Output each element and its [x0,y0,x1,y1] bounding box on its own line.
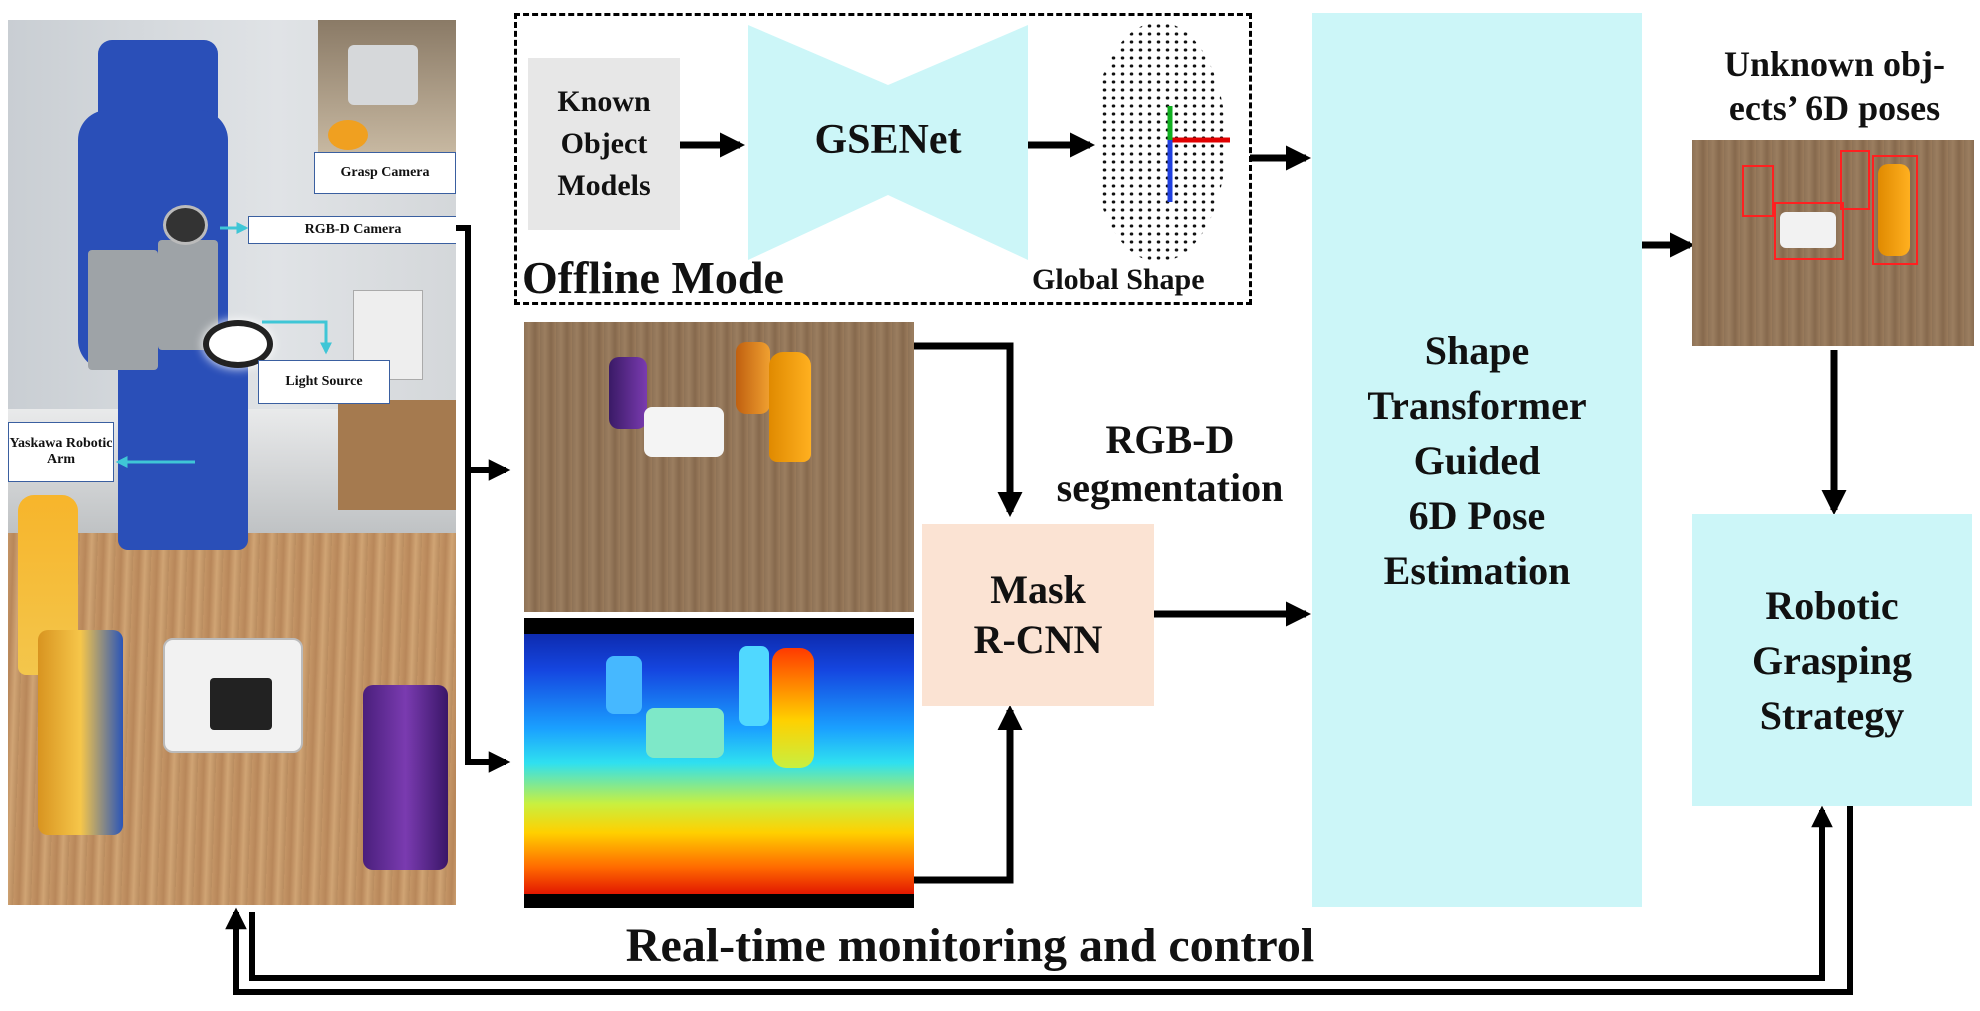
rgb-camera-object [644,407,724,457]
feedback-line-outer [225,804,1853,995]
depth-top-band [524,618,914,634]
inset-gripper [348,45,418,105]
known-object-models-box: Known Object Models [528,58,680,230]
transformer-line-3: Guided [1413,437,1541,483]
depth-can-1 [606,656,642,714]
inset-object [328,120,368,150]
rgb-orange-can [736,342,770,414]
pose-axes [1167,106,1230,202]
segmentation-line-1: RGB-D [1105,417,1235,462]
depth-can-2 [739,646,769,726]
gripper-left [88,250,158,370]
transformer-line-1: Shape [1424,327,1530,373]
grasping-line-2: Grasping [1751,637,1913,683]
rgb-purple-can [609,357,647,429]
grasp-camera-label: Grasp Camera [314,152,456,194]
segmentation-line-2: segmentation [1056,465,1284,510]
pose-box-orange-can [1840,150,1870,210]
unknown-poses-title: Unknown obj- ects’ 6D poses [1692,38,1977,134]
mask-rcnn-line-2: R-CNN [973,617,1103,662]
photo-camera-object [163,638,303,753]
rgbd-camera-lens [163,205,208,245]
scene-divider [524,614,914,618]
offline-mode-title: Offline Mode [522,252,784,303]
arrow-rgb-to-maskrcnn [913,342,1023,518]
shape-transformer-box: Shape Transformer Guided 6D Pose Estimat… [1312,13,1642,907]
pose-box-bottle [1872,155,1918,265]
transformer-line-5: Estimation [1383,547,1571,593]
depth-bottle [772,648,814,768]
depth-bottom-band [524,894,914,908]
leader-light [262,320,332,355]
arrow-camera-to-depth [456,225,511,773]
rgb-bottle [769,352,811,462]
cardboard-box [338,400,456,510]
rgbd-segmentation-label: RGB-D segmentation [1030,414,1310,514]
gsenet-label: GSENet [814,117,962,163]
rgbd-camera-label: RGB-D Camera [248,216,456,244]
photo-mirinda-can [363,685,448,870]
feedback-line-inner [249,805,1833,981]
pose-result-image [1692,140,1974,346]
global-shape-point-cloud [1100,22,1240,262]
pose-camera-object [1780,212,1836,248]
offline-mode-box [514,13,1252,305]
realtime-caption: Real-time monitoring and control [625,918,1315,972]
robot-base [118,350,248,550]
robot-setup-photo: Grasp Camera RGB-D Camera Light Source Y… [8,20,456,905]
gsenet-hourglass [748,25,1028,260]
transformer-line-2: Transformer [1367,382,1587,428]
grasping-line-3: Strategy [1759,692,1905,738]
depth-image [524,618,914,908]
gsenet-shape [748,25,1028,260]
photo-fanta-can [38,630,123,835]
grasping-line-1: Robotic [1765,582,1899,628]
transformer-line-4: 6D Pose [1408,492,1546,538]
robotic-grasping-box: Robotic Grasping Strategy [1692,514,1972,806]
pose-bottle-object [1878,164,1910,256]
poses-title-line-2: ects’ 6D poses [1728,88,1941,128]
photo-camera-screen [210,678,272,730]
pose-box-can [1742,165,1774,217]
ring-light [203,320,273,368]
depth-camera-object [646,708,724,758]
global-shape-label: Global Shape [1032,263,1205,296]
light-source-label: Light Source [258,360,390,404]
pose-box-camera [1774,202,1844,260]
arrow-depth-to-maskrcnn [913,704,1023,884]
poses-title-line-1: Unknown obj- [1723,44,1946,84]
grasp-camera-inset [318,20,456,155]
yaskawa-arm-label: Yaskawa Robotic Arm [8,422,114,482]
rgb-image [524,322,914,612]
mask-rcnn-line-1: Mask [990,567,1086,612]
mask-rcnn-box: Mask R-CNN [922,524,1154,706]
